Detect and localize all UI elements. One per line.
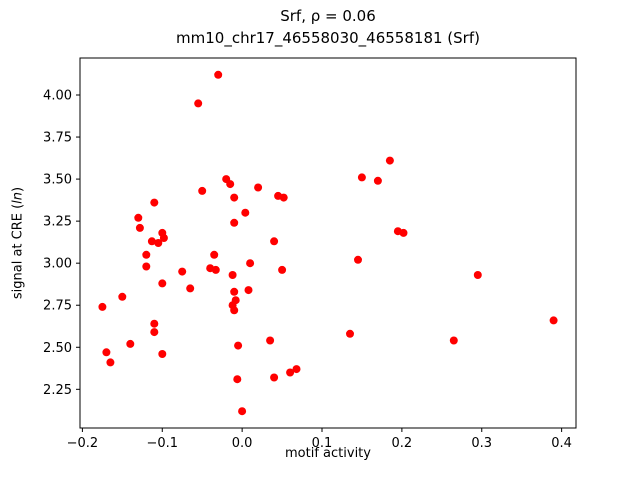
data-point: [270, 237, 279, 246]
data-point: [233, 375, 242, 384]
y-tick-label: 2.50: [43, 341, 72, 356]
data-point: [150, 198, 159, 207]
data-point: [246, 259, 255, 268]
y-tick-label: 4.00: [43, 89, 72, 104]
data-point: [346, 329, 354, 338]
chart-subtitle: mm10_chr17_46558030_46558181 (Srf): [176, 29, 480, 47]
data-point: [230, 306, 239, 315]
data-point: [214, 70, 223, 79]
data-point: [270, 373, 279, 382]
data-point: [266, 336, 275, 345]
y-tick-label: 3.00: [43, 257, 72, 272]
data-point: [118, 292, 127, 301]
data-point: [278, 265, 287, 274]
x-tick-label: 0.0: [232, 436, 253, 451]
data-point: [134, 213, 143, 222]
data-point: [158, 350, 167, 358]
data-point: [549, 316, 558, 325]
data-point: [150, 319, 159, 328]
y-axis-label-suffix: ): [10, 186, 26, 192]
data-point: [159, 234, 168, 242]
data-point: [449, 336, 458, 345]
data-point: [198, 186, 207, 195]
x-tick-label: −0.1: [146, 436, 178, 451]
data-point: [244, 286, 253, 295]
data-point: [142, 262, 151, 271]
data-point: [106, 358, 115, 367]
data-point: [178, 267, 187, 276]
y-axis-label-italic: ln: [10, 191, 26, 204]
data-point: [126, 339, 135, 348]
data-point: [354, 255, 362, 264]
data-point: [98, 302, 107, 311]
data-point: [228, 271, 237, 279]
data-point: [230, 218, 239, 227]
data-point: [286, 368, 295, 377]
data-point: [226, 180, 235, 189]
data-point: [292, 365, 301, 374]
x-tick-label: 0.3: [471, 436, 492, 451]
data-point: [473, 271, 482, 279]
data-point: [102, 348, 111, 357]
chart-title: Srf, ρ = 0.06: [280, 7, 376, 25]
x-tick-label: 0.1: [312, 436, 333, 451]
data-point: [357, 173, 366, 182]
y-tick-label: 2.25: [43, 383, 72, 398]
plot-frame: [79, 57, 577, 429]
data-point: [154, 239, 163, 247]
data-point: [373, 176, 382, 185]
data-point: [150, 328, 159, 337]
data-point: [399, 228, 408, 237]
data-point: [194, 99, 203, 108]
y-tick-label: 3.50: [43, 173, 72, 188]
x-tick-label: 0.2: [392, 436, 413, 451]
x-tick-label: 0.4: [551, 436, 572, 451]
data-point: [385, 156, 394, 165]
data-point: [234, 341, 243, 350]
data-point: [230, 193, 239, 202]
data-point: [135, 223, 144, 232]
y-tick-label: 3.75: [43, 131, 72, 146]
data-point: [238, 407, 247, 416]
x-tick-label: −0.2: [67, 436, 99, 451]
y-axis-label-prefix: signal at CRE (: [10, 203, 26, 300]
y-axis-label: signal at CRE (ln): [11, 187, 26, 299]
data-point: [142, 250, 151, 259]
data-point: [254, 183, 263, 192]
data-point: [279, 193, 288, 202]
data-point: [147, 237, 156, 246]
data-point: [210, 250, 219, 259]
data-point: [186, 284, 195, 293]
x-axis-label: motif activity: [285, 446, 371, 461]
y-tick-label: 3.25: [43, 215, 72, 230]
data-point: [158, 279, 167, 288]
data-point: [211, 265, 220, 274]
y-tick-label: 2.75: [43, 299, 72, 314]
data-point: [241, 208, 250, 217]
data-point: [230, 287, 239, 296]
